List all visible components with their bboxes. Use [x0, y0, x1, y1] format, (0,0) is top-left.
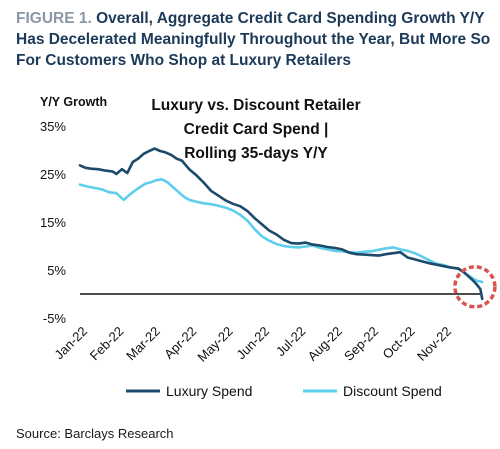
highlight-circle [453, 265, 497, 309]
figure-number: FIGURE 1. [16, 10, 92, 27]
y-tick-label: 25% [40, 167, 66, 182]
x-tick-label: Jan-22 [51, 324, 90, 363]
legend: Luxury Spend Discount Spend [126, 383, 442, 399]
line-chart: Luxury vs. Discount Retailer Credit Card … [40, 95, 497, 399]
series-layer [78, 147, 484, 301]
series-line-discount [78, 178, 484, 284]
x-tick-label: Feb-22 [87, 324, 127, 364]
x-tick-label: May-22 [194, 324, 235, 365]
x-tick-label: Aug-22 [305, 324, 345, 364]
figure-title: FIGURE 1. Overall, Aggregate Credit Card… [16, 8, 494, 71]
x-tick-label: Sep-22 [341, 324, 381, 364]
x-tick-label: Jun-22 [233, 324, 272, 363]
chart-title-line-3: Rolling 35-days Y/Y [184, 145, 328, 162]
series-line-luxury [78, 147, 484, 301]
chart-title: Luxury vs. Discount Retailer Credit Card … [151, 97, 360, 162]
legend-label-discount: Discount Spend [343, 383, 442, 399]
chart-title-line-2: Credit Card Spend | [184, 121, 329, 138]
y-tick-label: 35% [40, 119, 66, 134]
source-note: Source: Barclays Research [16, 426, 174, 441]
chart-title-line-1: Luxury vs. Discount Retailer [151, 97, 360, 114]
y-tick-label: 5% [47, 263, 66, 278]
y-tick-label: -5% [43, 311, 67, 326]
y-tick-label: 15% [40, 215, 66, 230]
x-tick-label: Jul-22 [273, 324, 309, 360]
y-axis-label: Y/Y Growth [40, 95, 107, 109]
x-tick-label: Oct-22 [379, 324, 417, 362]
figure-title-text: Overall, Aggregate Credit Card Spending … [16, 10, 491, 69]
x-tick-label: Nov-22 [414, 324, 454, 364]
x-tick-label: Apr-22 [161, 324, 199, 362]
annotation-layer [453, 265, 497, 309]
y-axis-ticks: 35% 25% 15% 5% -5% [40, 119, 66, 326]
legend-label-luxury: Luxury Spend [166, 383, 252, 399]
x-tick-label: Mar-22 [123, 324, 163, 364]
